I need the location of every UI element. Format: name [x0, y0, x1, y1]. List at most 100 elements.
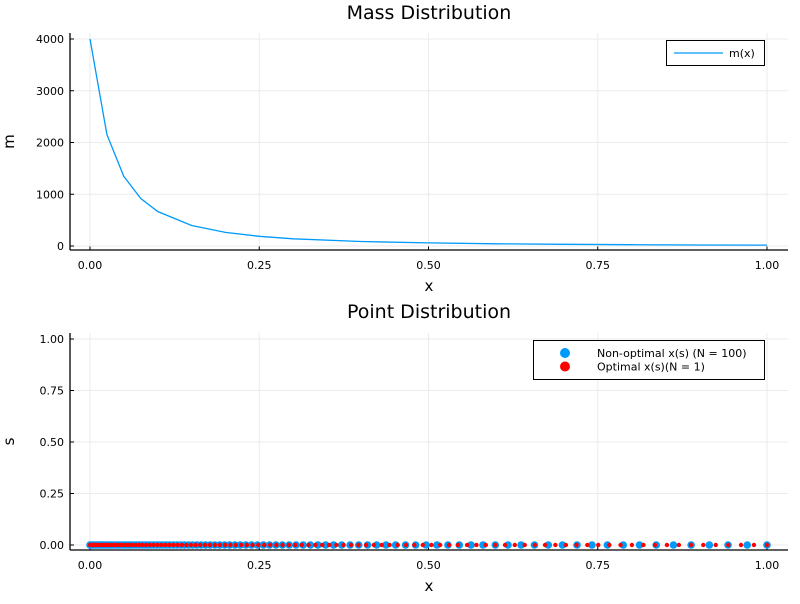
optimal-point [188, 542, 194, 548]
non-optimal-point [558, 541, 567, 549]
optimal-point [274, 542, 279, 548]
optimal-point [379, 542, 384, 548]
optimal-point [228, 542, 233, 548]
optimal-point [121, 542, 126, 548]
chart-title: Point Distribution [347, 301, 511, 323]
optimal-point [701, 542, 706, 548]
optimal-point [618, 542, 623, 548]
optimal-point [420, 542, 426, 548]
optimal-point [429, 542, 434, 548]
series-line-m [89, 38, 768, 246]
x-tick-label: 1.00 [755, 259, 780, 272]
non-optimal-point [705, 541, 714, 549]
optimal-point [313, 542, 318, 548]
optimal-point [464, 542, 470, 548]
optimal-point [512, 542, 517, 548]
optimal-point [268, 542, 273, 548]
optimal-point [356, 542, 361, 548]
optimal-point [133, 542, 139, 548]
optimal-point [262, 542, 267, 548]
optimal-point [217, 542, 223, 548]
optimal-point [159, 542, 164, 548]
legend-box [533, 340, 765, 380]
optimal-point [155, 542, 160, 548]
optimal-point [553, 542, 558, 548]
subplot-1: 0.00 0.25 0.50 0.75 1.00 0 1000 2000 3000 4000 Mas… [0, 2, 788, 295]
optimal-point [212, 542, 218, 548]
optimal-point [286, 542, 292, 548]
optimal-point [334, 542, 339, 548]
y-tick-label: 0.75 [40, 385, 65, 398]
legend-marker-blue [560, 348, 570, 358]
optimal-point [140, 542, 145, 548]
optimal-point [437, 542, 443, 548]
optimal-point [446, 542, 452, 548]
optimal-point [412, 542, 417, 548]
optimal-point [585, 542, 590, 548]
optimal-point [207, 542, 213, 548]
optimal-point [532, 542, 538, 548]
optimal-point [629, 542, 635, 548]
y-tick-label: 2000 [36, 137, 64, 150]
legend: Non-optimal x(s) (N = 100)Optimal x(s)(N… [533, 340, 765, 380]
optimal-point [403, 542, 409, 548]
optimal-point [664, 542, 670, 548]
optimal-point [175, 542, 180, 548]
optimal-point [130, 542, 135, 548]
optimal-point [713, 542, 718, 548]
optimal-point [563, 542, 569, 548]
optimal-point [371, 542, 377, 548]
legend-marker-red [560, 361, 570, 372]
non-optimal-point [504, 541, 512, 549]
non-optimal-point [382, 541, 390, 549]
optimal-point [293, 542, 298, 548]
optimal-point [233, 542, 238, 548]
x-tick-label: 0.75 [586, 259, 611, 272]
optimal-point [202, 542, 208, 548]
optimal-point [363, 542, 369, 548]
optimal-point [574, 542, 579, 548]
non-optimal-point [467, 541, 475, 549]
optimal-point [179, 542, 185, 548]
y-tick-label: 0.25 [40, 488, 65, 501]
optimal-point [197, 542, 203, 548]
non-optimal-point [588, 541, 596, 549]
optimal-point [395, 542, 400, 548]
optimal-point [327, 542, 332, 548]
optimal-point [493, 542, 498, 548]
x-tick-label: 0.00 [78, 259, 103, 272]
chart-title: Mass Distribution [347, 2, 512, 24]
optimal-point [124, 542, 129, 548]
non-optimal-point [635, 541, 644, 549]
non-optimal-point [433, 541, 441, 549]
optimal-point [652, 542, 658, 548]
optimal-point [542, 542, 548, 548]
non-optimal-point [321, 541, 330, 549]
x-axis-label: x [425, 277, 434, 295]
optimal-point [250, 542, 255, 548]
y-tick-label: 0.50 [40, 436, 65, 449]
optimal-point [726, 542, 731, 548]
x-tick-label: 0.75 [586, 559, 611, 572]
optimal-point [239, 542, 244, 548]
optimal-point [387, 542, 392, 548]
optimal-point [522, 542, 527, 548]
y-tick-label: 0 [57, 240, 64, 253]
optimal-point [455, 542, 461, 548]
optimal-point [341, 542, 346, 548]
x-tick-label: 0.50 [416, 559, 441, 572]
optimal-point [348, 542, 354, 548]
optimal-point [171, 542, 176, 548]
non-optimal-point [669, 541, 678, 549]
legend-label: Optimal x(s)(N = 1) [597, 361, 705, 374]
optimal-point [256, 542, 261, 548]
optimal-point [320, 542, 325, 548]
optimal-point [641, 542, 646, 548]
optimal-point [222, 542, 228, 548]
non-optimal-point [517, 541, 525, 549]
x-tick-label: 0.25 [247, 259, 272, 272]
non-optimal-point [544, 541, 553, 549]
optimal-point [607, 542, 612, 548]
subplot-2: 0.00 0.25 0.50 0.75 1.00 0.00 0.25 0.50 0.75 1.00… [0, 301, 788, 595]
